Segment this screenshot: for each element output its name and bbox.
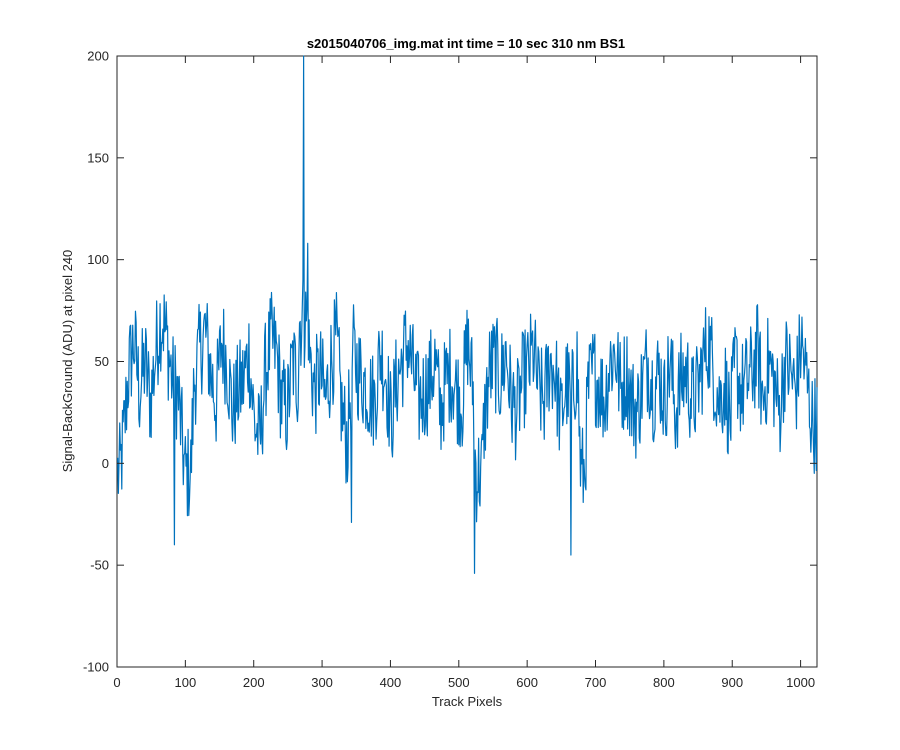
x-tick-label: 1000 (786, 675, 815, 690)
x-tick-label: 200 (243, 675, 265, 690)
x-tick-label: 900 (721, 675, 743, 690)
x-tick-label: 800 (653, 675, 675, 690)
x-tick-label: 100 (175, 675, 197, 690)
y-tick-label: 200 (87, 49, 109, 64)
plot-area (116, 55, 818, 668)
y-tick-label: 100 (87, 252, 109, 267)
y-tick-label: -100 (83, 660, 109, 675)
x-tick-label: 600 (516, 675, 538, 690)
y-tick-label: 0 (102, 456, 109, 471)
y-tick-label: 50 (95, 354, 109, 369)
x-tick-label: 400 (380, 675, 402, 690)
x-tick-label: 700 (585, 675, 607, 690)
y-axis-label: Signal-BackGround (ADU) at pixel 240 (60, 250, 75, 473)
x-tick-label: 0 (113, 675, 120, 690)
x-tick-label: 500 (448, 675, 470, 690)
x-axis-label: Track Pixels (432, 694, 503, 709)
series-line (117, 55, 818, 574)
x-tick-label: 300 (311, 675, 333, 690)
y-tick-label: -50 (90, 558, 109, 573)
y-axis-ticks: -100 -50 0 50 100 150 200 (83, 49, 817, 675)
y-tick-label: 150 (87, 150, 109, 165)
chart-title: s2015040706_img.mat int time = 10 sec 31… (307, 36, 625, 51)
x-axis-ticks: 0 100 200 300 400 500 600 700 800 900 1000 (113, 56, 815, 690)
